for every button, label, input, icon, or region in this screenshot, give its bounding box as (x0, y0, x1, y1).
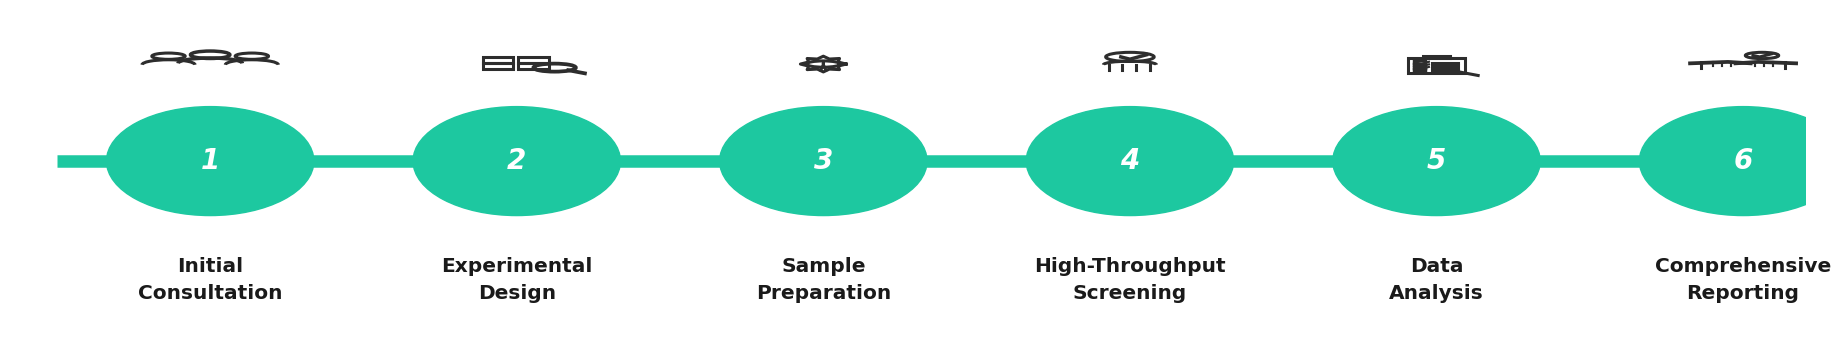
Text: Experimental
Design: Experimental Design (441, 257, 593, 303)
Text: 3: 3 (815, 147, 833, 175)
Text: Comprehensive
Reporting: Comprehensive Reporting (1655, 257, 1830, 303)
Ellipse shape (1027, 107, 1234, 216)
Ellipse shape (720, 107, 927, 216)
Ellipse shape (414, 107, 621, 216)
Text: Sample
Preparation: Sample Preparation (755, 257, 890, 303)
Text: Data
Analysis: Data Analysis (1389, 257, 1483, 303)
Text: 4: 4 (1121, 147, 1140, 175)
Text: 1: 1 (201, 147, 220, 175)
Ellipse shape (107, 107, 314, 216)
Text: High-Throughput
Screening: High-Throughput Screening (1034, 257, 1226, 303)
Text: 2: 2 (508, 147, 526, 175)
Text: 5: 5 (1428, 147, 1446, 175)
Ellipse shape (1640, 107, 1847, 216)
Text: Initial
Consultation: Initial Consultation (139, 257, 283, 303)
Text: 6: 6 (1734, 147, 1753, 175)
Ellipse shape (1334, 107, 1540, 216)
